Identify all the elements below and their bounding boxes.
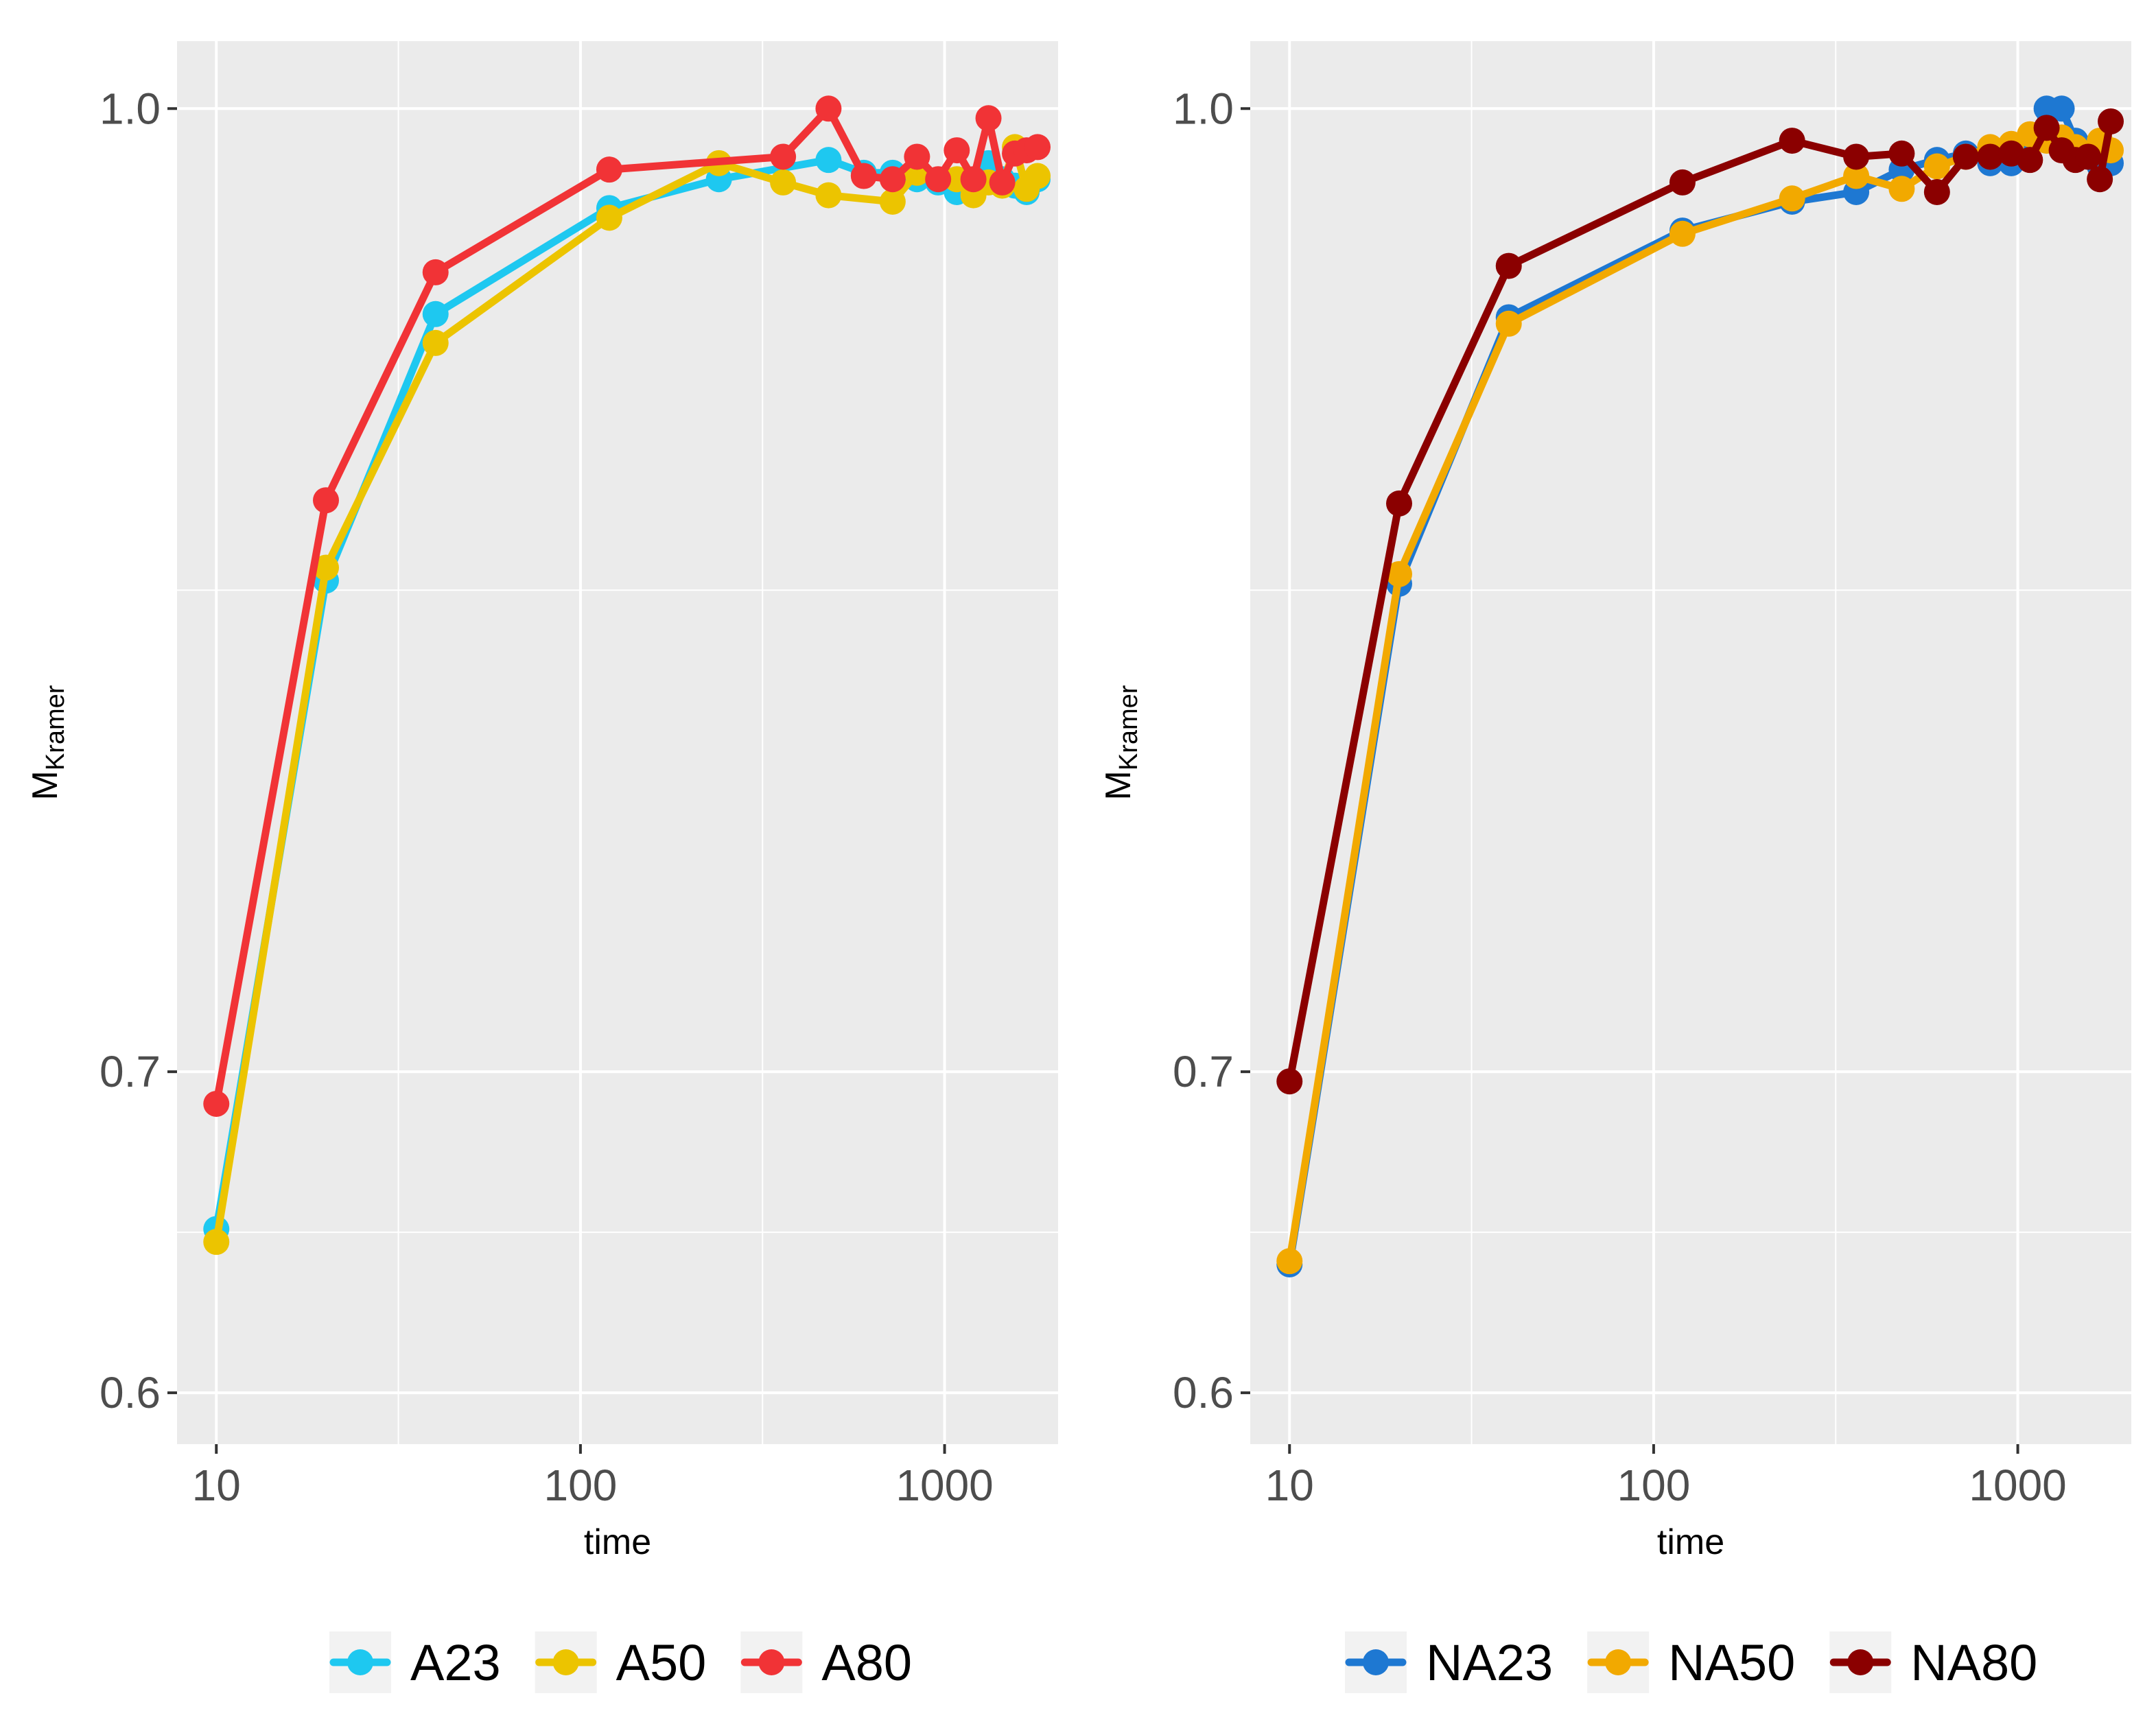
x-axis-title: time [584,1522,651,1562]
y-tick-label: 0.6 [99,1368,161,1417]
data-point-A80 [1024,134,1051,161]
data-point-NA50 [1888,176,1915,202]
y-axis-title-subscript: Kramer [1114,685,1143,770]
y-axis-title-main: M [25,770,65,800]
data-point-NA80 [1276,1068,1303,1095]
legend-label-NA80: NA80 [1910,1634,2037,1691]
data-point-A80 [989,169,1016,196]
data-point-NA80 [1923,178,1950,205]
legend-label-A23: A23 [410,1634,501,1691]
data-point-NA80 [1952,143,1979,170]
data-point-NA80 [1495,252,1522,279]
data-point-NA50 [1843,163,1870,189]
legend-key-point-NA23 [1363,1649,1389,1675]
legend-key-point-A80 [758,1649,785,1675]
x-tick-label: 1000 [895,1461,993,1510]
data-point-A50 [770,169,797,196]
data-point-NA50 [1669,220,1696,247]
data-point-NA23 [2048,95,2075,122]
panel-left: 0.6 0.7 1.0 10 100 1000 time MKramer A23 A50 A80 [25,41,1058,1693]
data-point-A80 [422,259,449,285]
data-point-A23 [815,147,842,174]
legend-label-NA50: NA50 [1668,1634,1795,1691]
legend-label-A50: A50 [616,1634,707,1691]
x-tick-label: 1000 [1969,1461,2066,1510]
y-axis-title-subscript: Kramer [41,685,70,770]
data-point-NA80 [2087,166,2113,193]
data-point-NA80 [1843,143,1870,170]
legend: NA23 NA50 NA80 [1345,1631,2037,1693]
data-point-A50 [879,188,906,215]
data-point-A80 [925,166,952,193]
data-point-NA80 [1977,143,2004,170]
legend-key-point-NA80 [1847,1649,1874,1675]
data-point-A80 [879,166,906,193]
legend-key-point-NA50 [1605,1649,1632,1675]
data-point-A50 [313,554,340,581]
legend-label-NA23: NA23 [1426,1634,1553,1691]
series-A80 [203,95,1051,1117]
y-axis-title: MKramer [25,685,70,800]
legend-key-point-A23 [347,1649,373,1675]
y-axis-title-main: M [1099,770,1138,800]
plot-background [1250,41,2131,1444]
data-point-NA50 [1495,310,1522,337]
data-point-A50 [203,1229,230,1255]
y-tick-label: 0.7 [99,1047,161,1096]
y-tick-label: 1.0 [1173,84,1234,133]
data-point-A50 [815,182,842,209]
data-point-NA80 [2075,143,2102,170]
x-tick-label: 10 [1265,1461,1314,1510]
y-tick-label: 1.0 [99,84,161,133]
data-point-NA80 [2017,147,2043,174]
y-tick-label: 0.6 [1173,1368,1234,1417]
data-point-A50 [422,329,449,356]
data-point-NA80 [2098,108,2124,134]
data-point-A50 [1024,163,1051,189]
data-point-A80 [975,105,1002,132]
series-NA80 [1276,108,2124,1095]
data-point-A80 [850,163,877,189]
data-point-NA50 [1276,1248,1303,1275]
data-point-NA50 [1779,185,1805,212]
data-point-A23 [422,300,449,327]
x-tick-label: 10 [192,1461,241,1510]
data-point-NA80 [1386,490,1413,517]
data-point-NA80 [1779,128,1805,154]
data-point-A80 [960,166,987,193]
x-tick-label: 100 [1617,1461,1691,1510]
legend-label-A80: A80 [821,1634,912,1691]
x-tick-label: 100 [544,1461,618,1510]
data-point-NA80 [2033,115,2060,141]
panel-right: 0.6 0.7 1.0 10 100 1000 time MKramer NA23 NA50 NA8… [1099,41,2131,1693]
data-point-NA80 [1888,140,1915,167]
data-point-A80 [596,156,622,183]
legend: A23 A50 A80 [329,1631,912,1693]
data-point-A80 [944,137,970,164]
data-point-A80 [770,143,797,170]
data-point-A50 [596,204,622,231]
data-point-A80 [904,143,930,170]
data-point-NA50 [1923,153,1950,180]
y-tick-label: 0.7 [1173,1047,1234,1096]
data-point-A80 [203,1090,230,1117]
data-point-NA80 [1669,169,1696,196]
legend-key-point-A50 [552,1649,579,1675]
x-axis-title: time [1657,1522,1724,1562]
data-point-A80 [815,95,842,122]
plot-background [177,41,1058,1444]
data-point-NA50 [1386,561,1413,587]
data-point-A80 [313,487,340,514]
y-axis-title: MKramer [1099,685,1143,800]
